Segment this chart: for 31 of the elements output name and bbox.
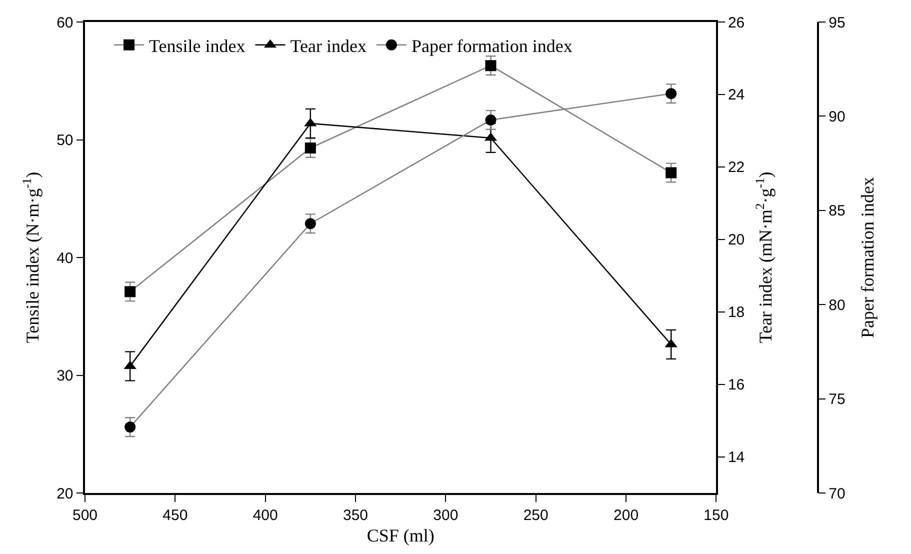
y-tick-label: 50 — [56, 132, 74, 149]
x-tick-label: 350 — [342, 506, 368, 524]
y3-tick-label: 90 — [828, 108, 846, 126]
y-tick-label: 60 — [56, 14, 74, 32]
x-tick-label: 150 — [704, 506, 729, 524]
legend-label: Paper formation index — [411, 36, 572, 56]
y2-tick-label: 26 — [728, 14, 745, 32]
y2-tick-label: 20 — [728, 232, 745, 249]
x-tick-label: 300 — [433, 506, 458, 524]
x-tick-label: 400 — [252, 506, 278, 524]
y2-tick-label: 24 — [728, 86, 745, 104]
y-tick-label: 40 — [56, 250, 74, 267]
x-axis-title: CSF (ml) — [366, 525, 434, 546]
legend-label: Tear index — [290, 36, 366, 56]
x-tick-label: 450 — [162, 506, 188, 524]
y3-tick-label: 80 — [828, 296, 846, 314]
y3-tick-label: 75 — [828, 391, 846, 408]
y3-axis-title: Paper formation index — [857, 177, 878, 338]
x-tick-label: 200 — [614, 506, 639, 524]
x-tick-label: 250 — [523, 506, 548, 524]
y3-tick-label: 85 — [828, 202, 846, 220]
legend-label: Tensile index — [149, 36, 246, 56]
y-tick-label: 20 — [56, 485, 74, 502]
y2-tick-label: 16 — [728, 376, 745, 394]
x-tick-label: 500 — [72, 506, 98, 524]
y3-tick-label: 95 — [828, 14, 846, 32]
y2-tick-label: 14 — [728, 449, 745, 466]
y2-tick-label: 18 — [728, 304, 745, 322]
y3-tick-label: 70 — [828, 485, 846, 502]
y-tick-label: 30 — [56, 368, 74, 384]
y2-tick-label: 22 — [728, 159, 745, 176]
